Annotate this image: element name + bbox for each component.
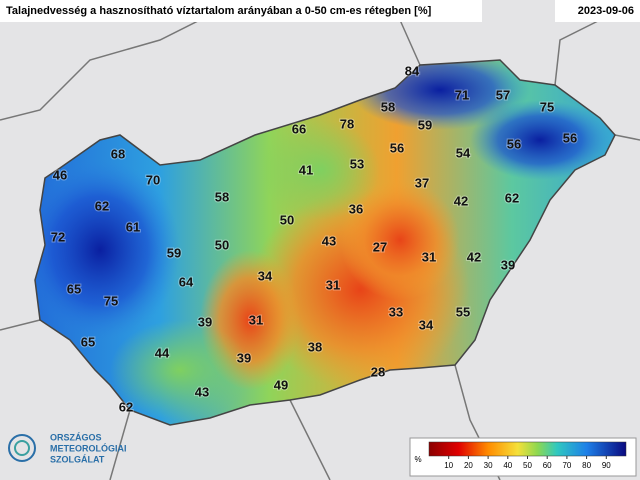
colorbar-tick-label: 40: [503, 461, 512, 470]
station-value: 36: [349, 201, 363, 216]
colorbar-tick-label: 80: [582, 461, 591, 470]
station-value: 43: [322, 233, 336, 248]
colorbar-tick-label: 50: [523, 461, 532, 470]
station-value: 42: [454, 193, 468, 208]
colorbar-tick-label: 20: [464, 461, 473, 470]
station-value: 56: [390, 140, 404, 155]
station-value: 62: [505, 190, 519, 205]
station-value: 50: [280, 212, 294, 227]
colorbar: [428, 441, 627, 457]
colorbar-tick-label: 30: [484, 461, 493, 470]
station-value: 58: [215, 189, 229, 204]
title-box: [0, 0, 482, 22]
station-value: 78: [340, 116, 354, 131]
colorbar-tick-label: 70: [562, 461, 571, 470]
station-value: 62: [95, 198, 109, 213]
station-value: 39: [501, 257, 515, 272]
station-value: 49: [274, 377, 288, 392]
station-value: 59: [167, 245, 181, 260]
station-value: 43: [195, 384, 209, 399]
station-value: 28: [371, 364, 385, 379]
station-value: 33: [389, 304, 403, 319]
station-value: 61: [126, 219, 140, 234]
station-value: 62: [119, 399, 133, 414]
station-value: 72: [51, 229, 65, 244]
station-value: 31: [326, 277, 340, 292]
station-value: 54: [456, 145, 471, 160]
station-value: 38: [308, 339, 322, 354]
logo-line: METEOROLÓGIAI: [50, 442, 127, 453]
station-value: 84: [405, 63, 420, 78]
station-value: 58: [381, 99, 395, 114]
station-value: 42: [467, 249, 481, 264]
station-value: 46: [53, 167, 67, 182]
station-value: 70: [146, 172, 160, 187]
station-value: 64: [179, 274, 194, 289]
date-box: [555, 0, 640, 22]
station-value: 39: [198, 314, 212, 329]
station-value: 50: [215, 237, 229, 252]
title: Talajnedvesség a hasznosítható víztartal…: [6, 5, 432, 17]
station-value: 53: [350, 156, 364, 171]
station-value: 55: [456, 304, 470, 319]
date: 2023-09-06: [578, 5, 634, 17]
station-value: 65: [81, 334, 95, 349]
station-value: 39: [237, 350, 251, 365]
station-value: 31: [249, 312, 263, 327]
station-value: 56: [563, 130, 577, 145]
station-value: 27: [373, 239, 387, 254]
colorbar-unit: %: [414, 455, 421, 464]
station-value: 34: [258, 268, 273, 283]
station-value: 71: [455, 87, 469, 102]
station-value: 31: [422, 249, 436, 264]
logo: ORSZÁGOS METEOROLÓGIAI SZOLGÁLAT: [8, 432, 127, 464]
logo-line: ORSZÁGOS: [50, 432, 102, 442]
station-value: 34: [419, 317, 434, 332]
colorbar-tick-label: 60: [543, 461, 552, 470]
station-value: 44: [155, 345, 170, 360]
colorbar-tick-label: 90: [602, 461, 611, 470]
station-value: 41: [299, 162, 313, 177]
colorbar-tick-label: 10: [444, 461, 453, 470]
station-value: 75: [540, 99, 554, 114]
logo-line: SZOLGÁLAT: [50, 454, 105, 464]
station-value: 68: [111, 146, 125, 161]
station-value: 56: [507, 136, 521, 151]
station-value: 66: [292, 121, 306, 136]
station-value: 75: [104, 293, 118, 308]
station-value: 37: [415, 175, 429, 190]
station-value: 57: [496, 87, 510, 102]
station-value: 59: [418, 117, 432, 132]
station-value: 65: [67, 281, 81, 296]
